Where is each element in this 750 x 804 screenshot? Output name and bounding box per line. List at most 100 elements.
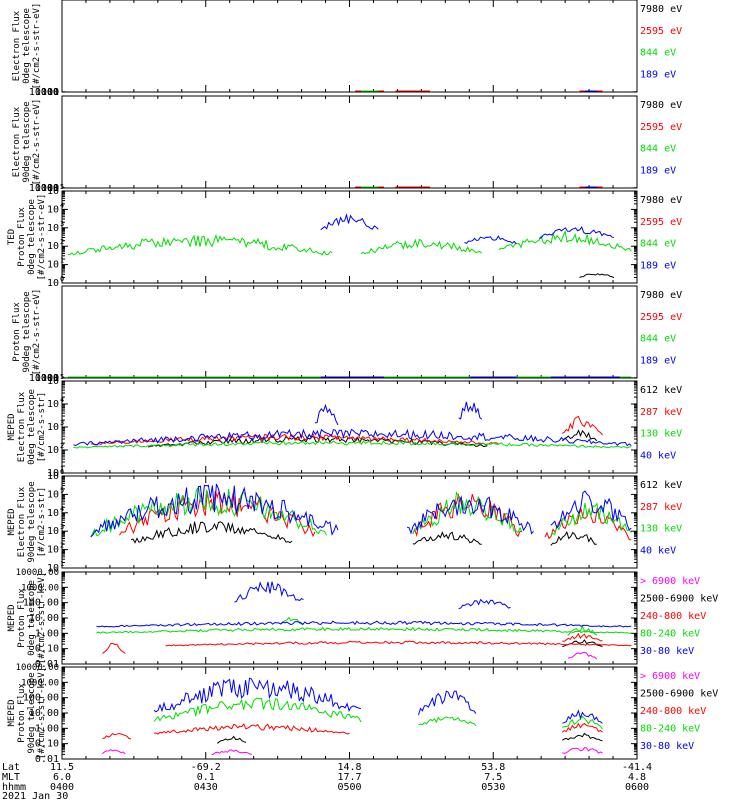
y-axis-label: TED	[7, 229, 17, 245]
y-tick-label: 10000	[29, 183, 59, 194]
y-tick-exponent: 4	[60, 201, 64, 209]
y-tick-label: 0.01	[35, 754, 59, 765]
y-tick-label: 10	[47, 183, 59, 194]
y-tick-label: 1	[53, 183, 59, 194]
panel-frame	[61, 666, 638, 760]
series-line-black	[561, 429, 598, 442]
x-tick-label-time: 0430	[194, 782, 218, 793]
series-line-blue	[73, 428, 632, 447]
series-line-green	[567, 624, 598, 636]
series-line-green	[73, 440, 632, 449]
y-tick-exponent: 2	[60, 238, 64, 246]
y-axis-label: Electron Flux	[17, 391, 27, 462]
y-tick-label: 10	[47, 526, 59, 537]
time-axis-row-label: Lat	[2, 762, 20, 773]
series-line-black	[216, 735, 247, 744]
y-axis-label: MEPED	[7, 604, 17, 631]
y-axis-label: [#/cm2-s-str]	[37, 487, 47, 557]
x-tick-label-time: 0500	[337, 782, 361, 793]
y-tick-exponent: 4	[60, 396, 64, 404]
legend-entry: 287 keV	[640, 502, 682, 513]
y-tick-exponent: 3	[60, 523, 64, 531]
series-line-black	[550, 530, 597, 546]
series-line-blue	[464, 235, 517, 245]
series-line-blue	[90, 483, 339, 538]
y-tick-exponent: 5	[60, 183, 64, 191]
series-line-blue	[153, 677, 362, 713]
y-tick-label: 1.00	[35, 723, 59, 734]
legend-entry: 40 keV	[640, 546, 676, 557]
series-line-blue	[418, 690, 477, 716]
legend-entry: 30-80 keV	[640, 741, 694, 752]
y-tick-label: 100	[41, 183, 59, 194]
y-axis-label: 0deg telescope	[27, 580, 37, 656]
series-line-red	[153, 722, 350, 735]
x-tick-label-lat: 53.8	[481, 762, 505, 773]
y-tick-label: 10	[47, 186, 59, 197]
series-line-red	[562, 415, 603, 436]
series-line-blue	[234, 581, 304, 603]
legend-entry: > 6900 keV	[640, 671, 700, 682]
series-line-black	[562, 732, 603, 742]
y-tick-label: 10	[47, 223, 59, 234]
legend-entry: 240-800 keV	[640, 706, 706, 717]
x-tick-label-lat: 14.8	[337, 762, 361, 773]
y-tick-exponent: 6	[60, 468, 64, 476]
y-axis-label: 0deg telescope	[27, 199, 37, 275]
y-axis-label: [#/cm2-s-str-eV]	[32, 289, 42, 376]
x-tick-label-lat: -69.2	[191, 762, 221, 773]
y-tick-label: 100	[41, 87, 59, 98]
legend-entry: 844 eV	[640, 239, 676, 250]
y-tick-label: 0.10	[35, 644, 59, 655]
x-tick-label-time: 0530	[481, 782, 505, 793]
series-line-green	[498, 229, 632, 252]
y-axis-label: MEPED	[7, 699, 17, 726]
legend-entry: 240-800 keV	[640, 611, 706, 622]
y-axis-label: 0deg telescope	[27, 389, 37, 465]
series-line-red	[562, 632, 603, 642]
y-tick-label: 10	[47, 260, 59, 271]
y-tick-exponent: 3	[60, 220, 64, 228]
y-axis-label: Electron Flux	[12, 10, 22, 81]
y-tick-exponent: 5	[60, 373, 64, 381]
y-tick-label: 1.00	[35, 628, 59, 639]
panel-frame	[61, 95, 638, 189]
y-tick-label: 0.01	[35, 659, 59, 670]
series-line-black	[579, 273, 615, 279]
series-line-green	[412, 491, 523, 535]
series-line-blue	[550, 490, 632, 531]
legend-entry: 2500-6900 keV	[640, 593, 718, 604]
y-tick-label: 10000	[29, 87, 59, 98]
x-tick-label-mlt: 0.1	[197, 772, 215, 783]
legend-entry: 612 keV	[640, 480, 682, 491]
y-tick-label: 100.00	[23, 693, 59, 704]
y-tick-label: 10	[47, 373, 59, 384]
y-axis-label: 90deg telescope	[27, 672, 37, 753]
y-tick-exponent: 1	[60, 257, 64, 265]
x-tick-label-time: 0600	[625, 782, 649, 793]
series-line-blue	[96, 620, 632, 628]
legend-entry: 7980 eV	[640, 100, 682, 111]
legend-entry: 189 eV	[640, 356, 676, 367]
y-axis-label: MEPED	[7, 508, 17, 535]
legend-entry: 2595 eV	[640, 26, 682, 37]
panel-frame	[61, 285, 638, 379]
series-line-red	[412, 493, 523, 538]
legend-entry: 844 eV	[640, 48, 676, 59]
y-tick-label: 1000.00	[21, 583, 59, 593]
legend-entry: 7980 eV	[640, 4, 682, 15]
y-axis-label: Electron Flux	[17, 486, 27, 557]
series-line-red	[561, 722, 603, 733]
y-tick-label: 10	[47, 241, 59, 252]
legend-entry: 287 keV	[640, 407, 682, 418]
x-tick-label-mlt: 7.5	[484, 772, 502, 783]
series-line-blue	[539, 225, 615, 239]
x-tick-label-lat: -41.4	[622, 762, 652, 773]
series-line-green	[153, 697, 362, 723]
y-tick-label: 1000	[35, 87, 59, 98]
panel-frame	[61, 0, 638, 93]
